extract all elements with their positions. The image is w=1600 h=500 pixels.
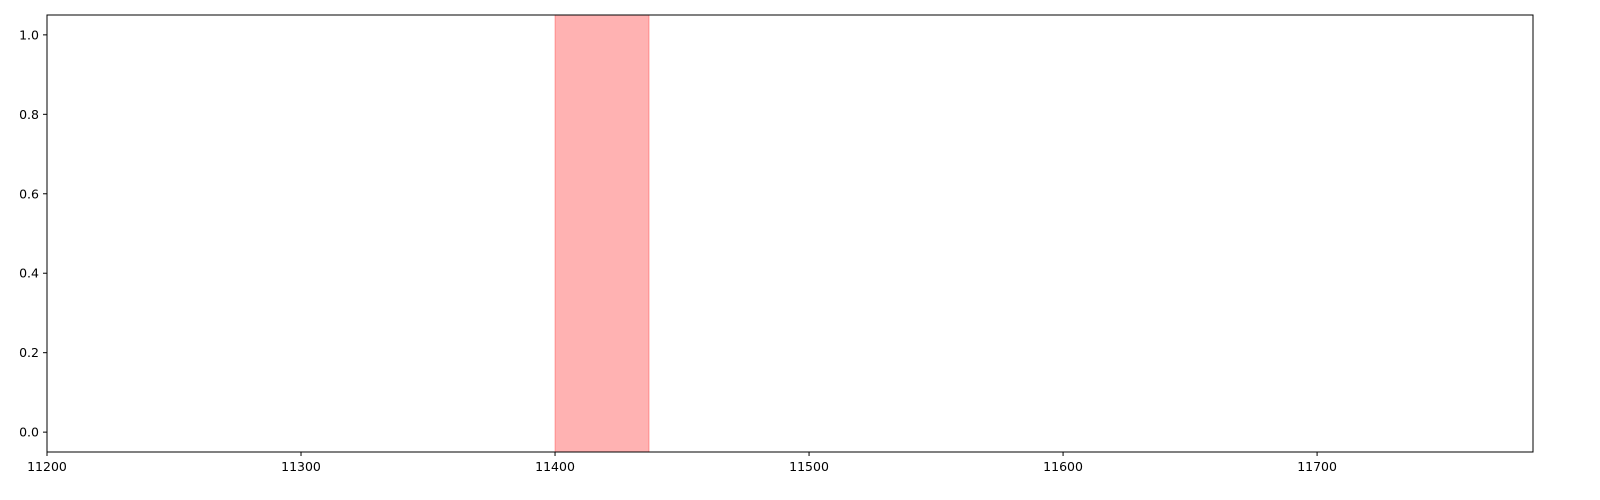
x-tick-label: 11500 <box>789 459 829 474</box>
y-tick-label: 0.4 <box>19 266 39 281</box>
y-tick-label: 0.0 <box>19 425 39 440</box>
y-tick-label: 0.6 <box>19 186 39 201</box>
x-tick-label: 11200 <box>27 459 67 474</box>
highlight-span <box>554 14 650 453</box>
y-tick-label: 0.2 <box>19 345 39 360</box>
x-tick-label: 11400 <box>535 459 575 474</box>
x-axis: 11200 11300 11400 11500 11600 11700 <box>27 452 1337 474</box>
x-tick-label: 11600 <box>1043 459 1083 474</box>
y-tick-label: 0.8 <box>19 107 39 122</box>
y-tick-label: 1.0 <box>19 27 39 42</box>
x-tick-label: 11700 <box>1297 459 1337 474</box>
y-axis: 0.0 0.2 0.4 0.6 0.8 1.0 <box>19 27 47 440</box>
plot-frame <box>46 14 1534 453</box>
x-tick-label: 11300 <box>281 459 321 474</box>
spans-layer <box>554 14 650 453</box>
